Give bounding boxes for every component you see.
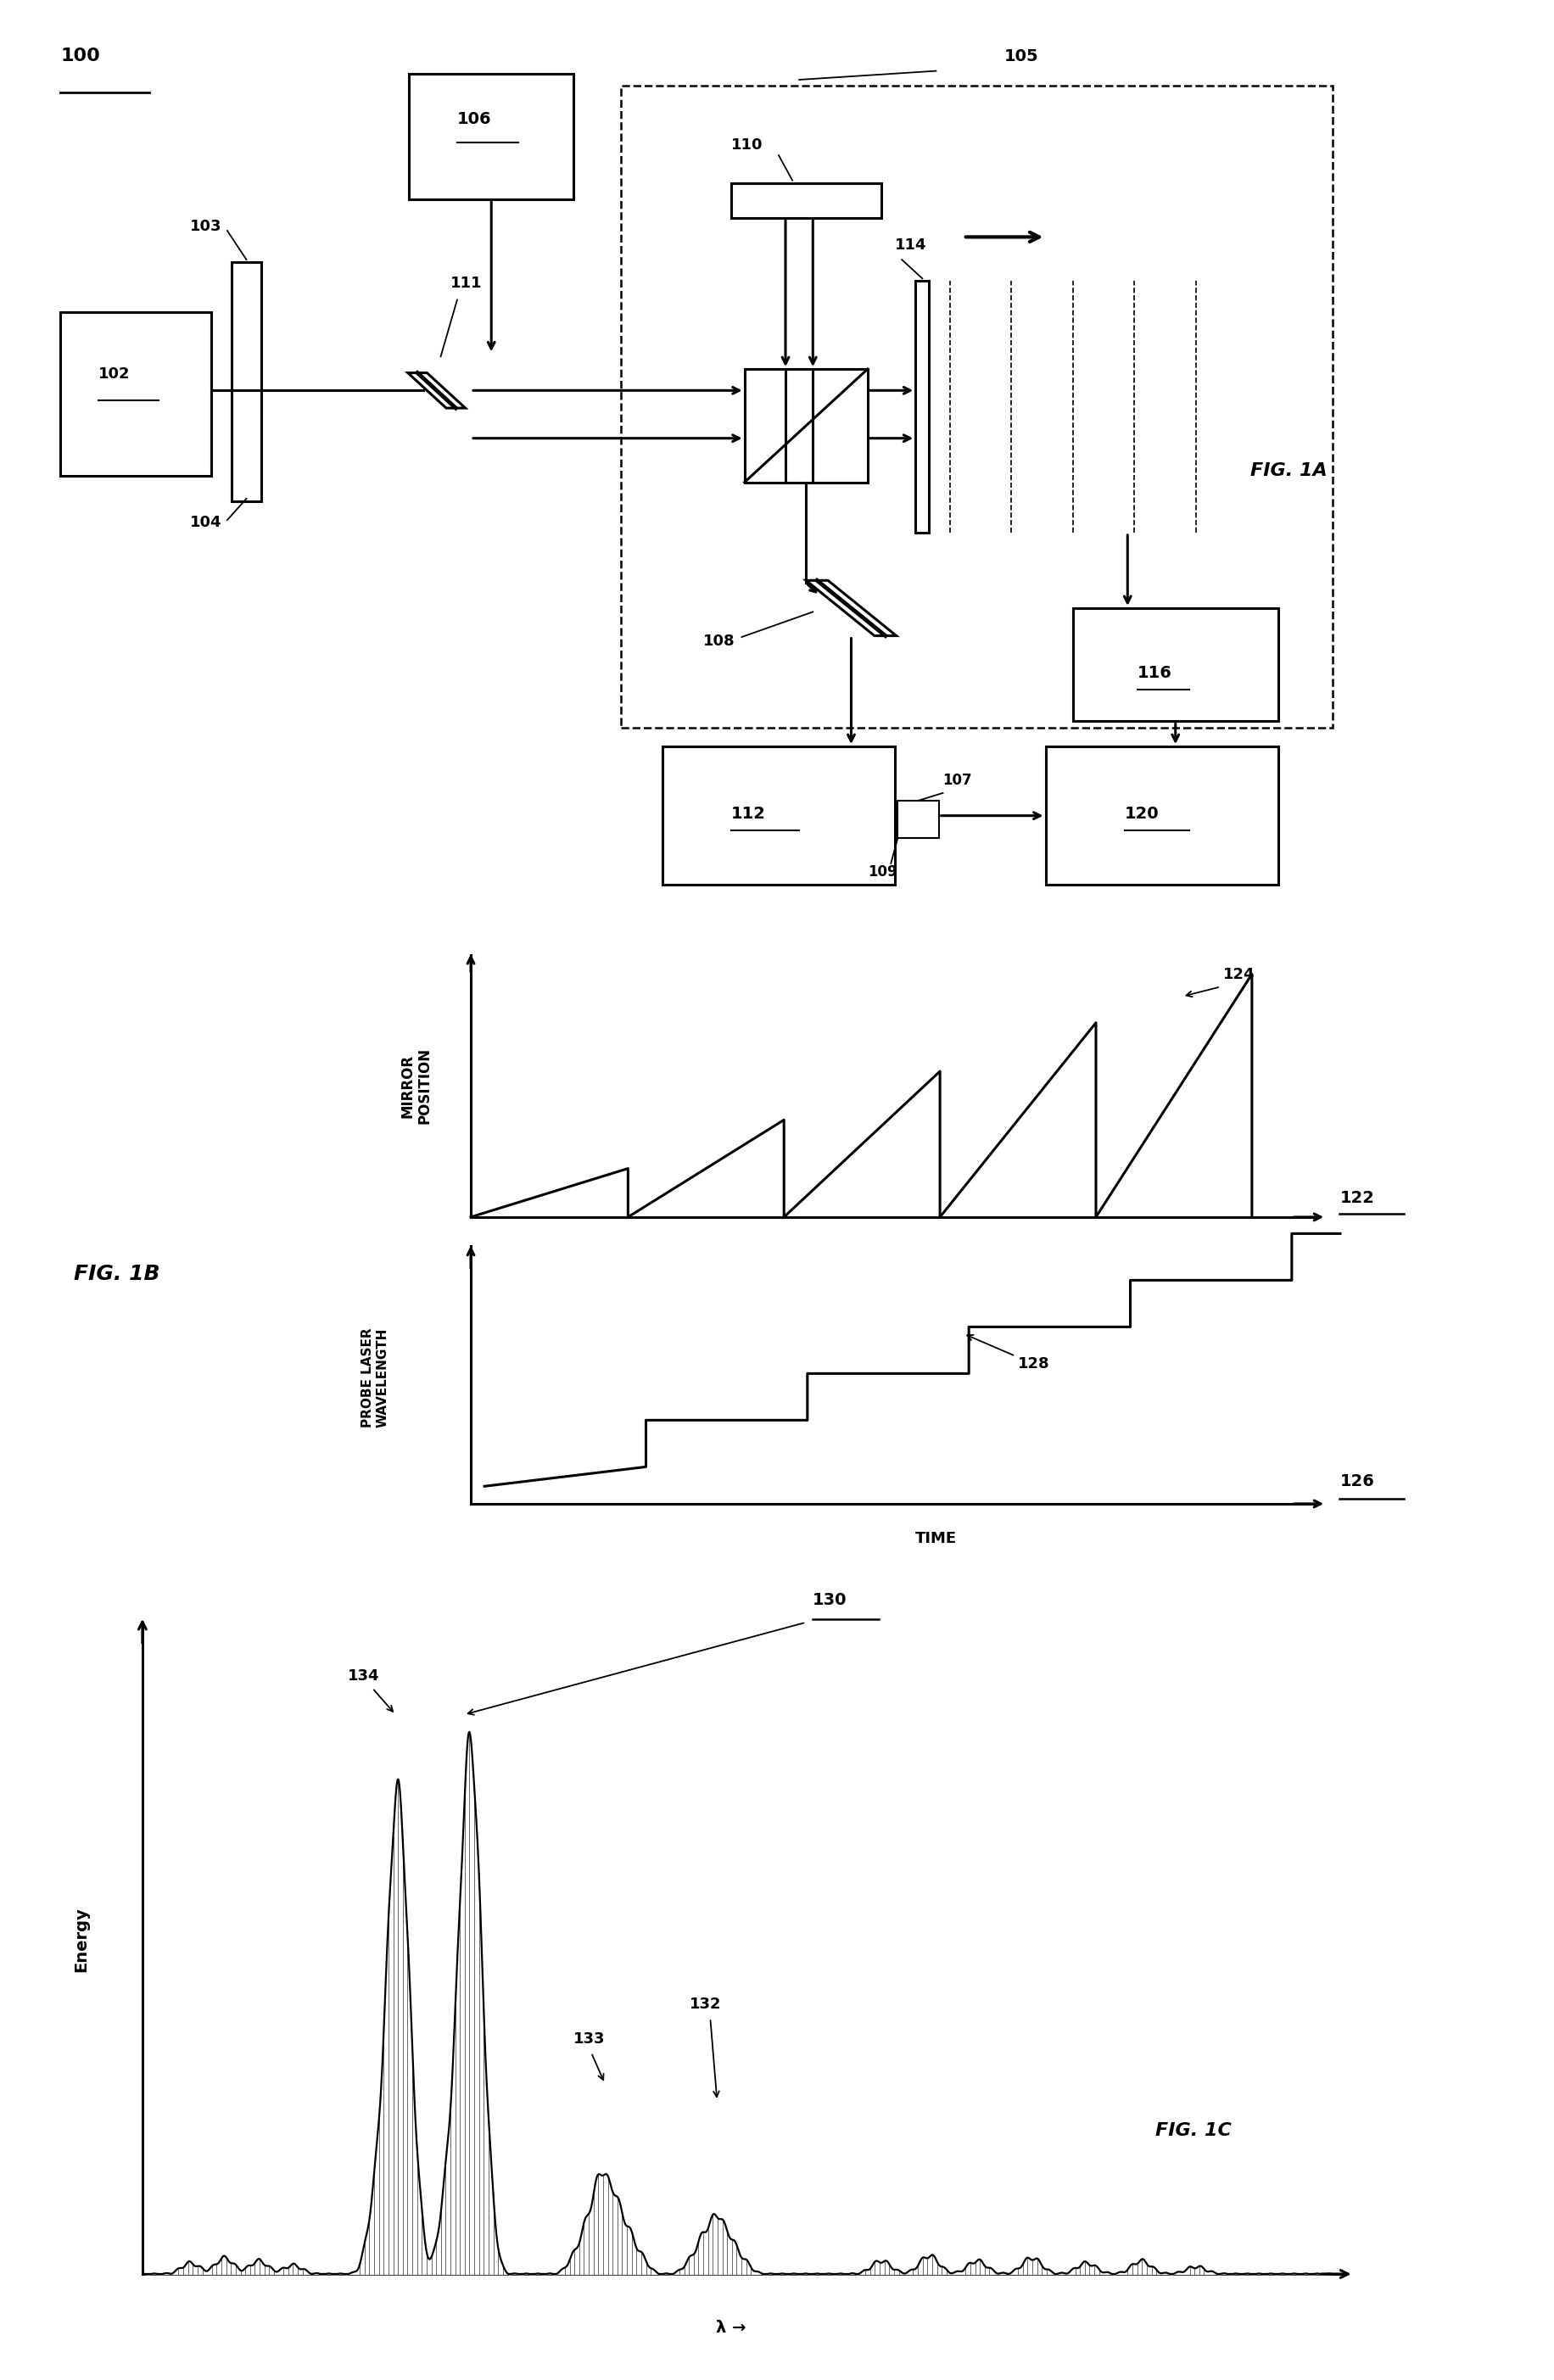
Text: 104: 104 (190, 514, 222, 531)
Text: 116: 116 (1136, 664, 1172, 681)
Bar (897, 800, 939, 838)
Bar (915, 281, 929, 533)
Text: TIME: TIME (915, 1530, 956, 1547)
Bar (744, 369, 867, 483)
Bar (730, 183, 881, 219)
Text: 105: 105 (1004, 48, 1038, 64)
Bar (61, 312, 211, 476)
Text: FIG. 1B: FIG. 1B (75, 1264, 160, 1285)
Bar (622, 86, 1332, 728)
Text: 132: 132 (690, 1997, 721, 2011)
Text: λ →: λ → (715, 2320, 746, 2337)
Text: 103: 103 (190, 219, 222, 233)
Text: 128: 128 (1018, 1357, 1049, 1371)
Bar (662, 747, 895, 885)
Text: 114: 114 (895, 238, 926, 252)
Text: 106: 106 (457, 112, 491, 126)
Text: 134: 134 (348, 1668, 379, 1683)
Text: 110: 110 (730, 138, 761, 152)
Text: 108: 108 (702, 633, 735, 650)
Text: 109: 109 (867, 864, 897, 881)
Text: 120: 120 (1124, 804, 1159, 821)
Text: MIRROR
POSITION: MIRROR POSITION (399, 1047, 432, 1123)
Text: 112: 112 (730, 804, 765, 821)
Bar (1072, 607, 1277, 721)
Text: 107: 107 (942, 774, 971, 788)
Text: Energy: Energy (73, 1906, 89, 1973)
Text: 130: 130 (813, 1592, 847, 1609)
Text: 100: 100 (61, 48, 99, 64)
Text: 124: 124 (1223, 966, 1254, 983)
Bar (1044, 747, 1277, 885)
Polygon shape (805, 581, 895, 635)
Text: 126: 126 (1340, 1473, 1374, 1490)
Text: FIG. 1C: FIG. 1C (1155, 2123, 1231, 2140)
Bar (232, 262, 261, 502)
Text: 111: 111 (451, 276, 482, 290)
Text: 133: 133 (573, 2033, 605, 2047)
Text: 102: 102 (98, 367, 131, 381)
Bar (409, 74, 573, 200)
Text: 122: 122 (1340, 1190, 1374, 1207)
Text: PROBE LASER
WAVELENGTH: PROBE LASER WAVELENGTH (361, 1328, 388, 1428)
Polygon shape (407, 374, 465, 407)
Text: FIG. 1A: FIG. 1A (1249, 462, 1327, 478)
